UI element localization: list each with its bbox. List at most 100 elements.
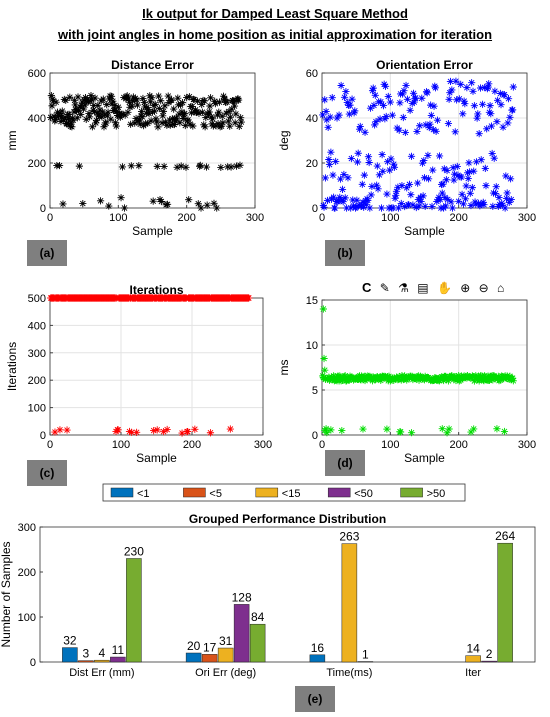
x-tick-label: 200 [449,439,467,451]
x-tick-label: 100 [381,439,399,451]
data-point [130,95,138,103]
data-point [178,429,186,437]
data-point [102,119,110,127]
data-point [430,102,438,110]
data-point [155,92,163,100]
data-point [500,427,509,436]
legend-swatch [183,487,206,498]
data-point [491,189,500,197]
data-point [338,185,347,193]
data-point [151,100,159,108]
data-point [394,204,403,212]
bar-value-label: 263 [339,530,359,544]
data-point [398,181,406,190]
data-point [140,98,148,106]
data-point [214,119,222,128]
header-line-1: Ik output for Damped Least Square Method [142,6,408,21]
toolbar-c[interactable]: C [362,280,374,295]
axes-frame [321,299,528,436]
category-label: Iter [465,667,481,679]
data-point [337,81,345,90]
data-point [507,175,515,183]
data-point [390,163,399,171]
data-point [218,112,226,120]
data-point [395,126,403,134]
data-point [470,102,478,110]
data-point [100,123,108,131]
data-point [351,107,359,115]
data-point [163,200,172,208]
data-point [148,108,157,116]
bar-value-label: 31 [219,634,233,648]
data-point [137,112,145,120]
data-point [457,80,465,88]
pan-icon[interactable]: ✋ [436,281,454,295]
data-point [159,112,167,120]
data-point [346,101,354,109]
zoom-out-icon[interactable]: ⊖ [478,281,491,295]
bar-value-label: 1 [362,648,369,662]
data-point [235,122,243,130]
brush-icon[interactable]: ✎ [379,281,392,295]
datatip-icon[interactable]: ▤ [417,281,431,295]
data-point [236,161,244,169]
bar-value-label: 14 [466,642,480,656]
data-point [342,87,350,96]
data-point [232,110,240,118]
data-point [463,84,471,92]
data-point [178,99,187,107]
data-point [325,155,333,164]
data-point [203,201,211,209]
data-point [105,202,113,210]
chart-a: 0 200 400 600 0 100 200 300 Distance Error Sample… [5,58,264,238]
bar-value-label: 128 [232,590,252,604]
data-point [403,376,411,384]
data-point [171,115,179,123]
zoom-in-icon[interactable]: ⊕ [460,281,473,295]
data-point [402,81,410,90]
data-point [153,162,161,170]
data-point [452,77,460,85]
data-point [396,428,405,436]
data-point [96,197,105,205]
data-point [201,123,209,131]
data-point [155,104,163,113]
data-point [63,120,71,128]
data-point [180,111,188,119]
data-point [213,204,221,212]
data-point [455,197,463,205]
data-point [372,375,380,383]
data-point [186,120,194,128]
data-point [447,198,455,206]
data-point [431,84,440,92]
x-tick-label: 100 [109,212,127,224]
data-point [344,174,352,182]
data-point [211,97,219,105]
data-point [442,202,450,210]
axes-frame [39,526,536,663]
data-point [469,373,477,381]
data-point [468,79,476,87]
data-point [144,119,152,127]
bar [126,558,142,663]
data-point [479,198,487,206]
data-point [227,163,235,171]
x-tick-label: 300 [246,212,264,224]
data-point [412,94,420,102]
data-point [445,425,453,433]
data-point [419,192,427,200]
data-point [405,180,414,188]
data-point [86,113,94,121]
data-point [375,171,383,179]
data-point [477,156,485,164]
data-point [174,94,182,102]
data-point [145,110,153,118]
home-icon[interactable]: ⌂ [497,281,507,295]
data-point [407,429,416,437]
bar [110,656,126,663]
data-point [423,89,431,97]
flask-icon[interactable]: ⚗ [398,281,411,295]
chart-c: 0 100 200 300 400 500 0 100 200 300 Iterations Samp… [5,283,272,465]
data-point [372,118,380,126]
